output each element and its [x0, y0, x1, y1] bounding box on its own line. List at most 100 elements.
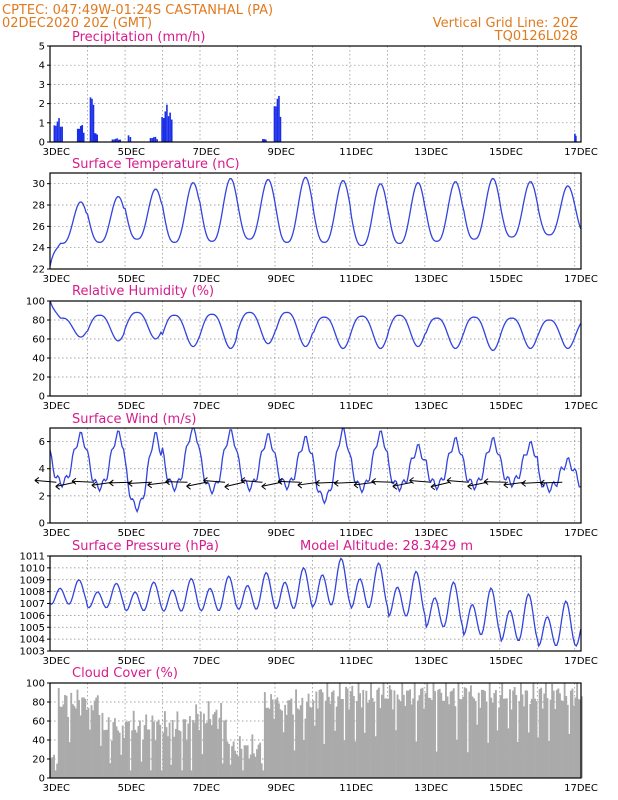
- cloud-cover-bar: [256, 749, 258, 778]
- cloud-cover-bar: [349, 691, 352, 778]
- x-tick-label: 9DEC: [268, 656, 295, 667]
- precipitation-bar: [96, 134, 99, 142]
- cloud-cover-bar: [56, 763, 59, 778]
- cloud-cover-bar: [84, 698, 87, 778]
- cloud-cover-bar: [505, 698, 508, 778]
- cloud-cover-bar: [404, 705, 407, 778]
- cloud-cover-bar: [293, 750, 296, 778]
- cloud-cover-bar: [299, 705, 302, 778]
- cloud-cover-bar: [562, 700, 564, 778]
- wind-speed-line: [50, 428, 581, 514]
- cloud-cover-bar: [416, 700, 419, 778]
- cloud-cover-bar: [329, 703, 332, 778]
- cloud-cover-bar: [577, 699, 580, 778]
- cloud-cover-bar: [217, 728, 219, 778]
- cloud-cover-bar: [123, 737, 126, 778]
- cloud-cover-bar: [474, 700, 477, 778]
- x-tick-label: 7DEC: [193, 783, 220, 794]
- cloud-cover-bar: [271, 699, 274, 778]
- cloud-cover-bar: [140, 761, 143, 778]
- cloud-cover-bar: [523, 706, 525, 778]
- y-tick-label: 60: [32, 335, 45, 346]
- cloud-cover-bar: [313, 725, 316, 778]
- cloud-cover-bar: [167, 736, 169, 778]
- humidity-title: Relative Humidity (%): [72, 284, 214, 299]
- cloud-cover-bar: [538, 689, 541, 778]
- cloud-cover-bar: [427, 697, 430, 778]
- cloud-cover-bar: [440, 692, 443, 778]
- x-tick-label: 3DEC: [43, 528, 70, 539]
- x-tick-label: 3DEC: [43, 783, 70, 794]
- y-tick-label: 22: [32, 265, 45, 276]
- cloud-cover-bar: [476, 724, 479, 778]
- cloud-cover-bar: [288, 700, 291, 778]
- cloud-cover-bar: [174, 728, 177, 778]
- precipitation-bar: [265, 139, 267, 142]
- precipitation-bar: [116, 138, 118, 142]
- wind-arrow: [261, 481, 282, 490]
- y-tick-label: 4: [39, 61, 45, 72]
- cloud-cover-bar: [569, 690, 572, 778]
- x-tick-label: 13DEC: [414, 656, 448, 667]
- cloud-cover-bar: [160, 770, 163, 778]
- cloud-cover-bar: [206, 722, 209, 778]
- cloud-cover-bar: [515, 694, 518, 778]
- cloud-cover-bar: [68, 742, 71, 778]
- cloud-cover-bar: [446, 696, 449, 778]
- x-tick-label: 5DEC: [118, 274, 145, 285]
- y-tick-label: 1009: [20, 575, 45, 586]
- cloud-cover-bar: [410, 704, 413, 778]
- cloud-cover-bar: [448, 704, 451, 778]
- cloud-cover-bar: [484, 691, 486, 778]
- cloud-cover-bar: [82, 697, 85, 778]
- wind-arrow: [147, 481, 169, 489]
- cloud-cover-bar: [295, 689, 298, 778]
- cloud-cover-bar: [135, 732, 138, 778]
- cloud-cover-bar: [268, 708, 271, 778]
- cloud-cover-bar: [182, 719, 185, 778]
- cloud-cover-bar: [323, 743, 326, 778]
- cloud-cover-bar: [218, 717, 221, 778]
- cloud-cover-bar: [153, 721, 155, 778]
- cloud-cover-bar: [435, 751, 438, 778]
- cloud-cover-bar: [54, 770, 57, 778]
- y-tick-label: 1006: [20, 611, 45, 622]
- precipitation-bar: [153, 137, 155, 142]
- precipitation-bar: [275, 106, 277, 142]
- cloud-cover-bar: [124, 721, 127, 778]
- cloud-cover-bar: [338, 683, 341, 778]
- cloud-cover-bar: [501, 683, 504, 778]
- cloud-cover-bar: [530, 698, 533, 778]
- cloud-cover-bar: [270, 694, 273, 778]
- cloud-cover-bar: [59, 706, 62, 778]
- cloud-cover-bar: [73, 705, 76, 778]
- cloud-cover-bar: [85, 709, 88, 778]
- wind-arrow: [483, 478, 507, 485]
- cloud-cover-bar: [516, 741, 519, 778]
- cloud-cover-bar: [393, 690, 396, 778]
- cloud-cover-bar: [227, 743, 230, 778]
- x-tick-label: 11DEC: [339, 656, 373, 667]
- cloud-cover-bar: [463, 687, 466, 778]
- precipitation-bar: [167, 116, 170, 142]
- cloud-cover-bar: [243, 745, 246, 778]
- cloud-cover-bar: [548, 740, 550, 778]
- cloud-cover-bar: [95, 697, 98, 778]
- precipitation-bar: [278, 95, 280, 142]
- cloud-cover-bar: [454, 706, 457, 778]
- cloud-cover-bar: [90, 705, 93, 778]
- cloud-cover-bar: [285, 714, 288, 778]
- cloud-cover-bar: [201, 754, 204, 778]
- y-tick-label: 3: [39, 80, 45, 91]
- cloud-cover-bar: [145, 714, 148, 778]
- cloud-cover-bar: [487, 742, 490, 778]
- cloud-cover-bar: [229, 764, 232, 778]
- cloud-cover-bar: [326, 683, 329, 778]
- cloud-cover-bar: [309, 706, 312, 778]
- x-tick-label: 5DEC: [118, 401, 145, 412]
- cloud-cover-bar: [67, 717, 70, 778]
- cloud-cover-bar: [196, 713, 199, 778]
- cloud-cover-bar: [242, 770, 244, 778]
- cloud-cover-bar: [168, 722, 171, 778]
- cloud-cover-bar: [238, 736, 241, 778]
